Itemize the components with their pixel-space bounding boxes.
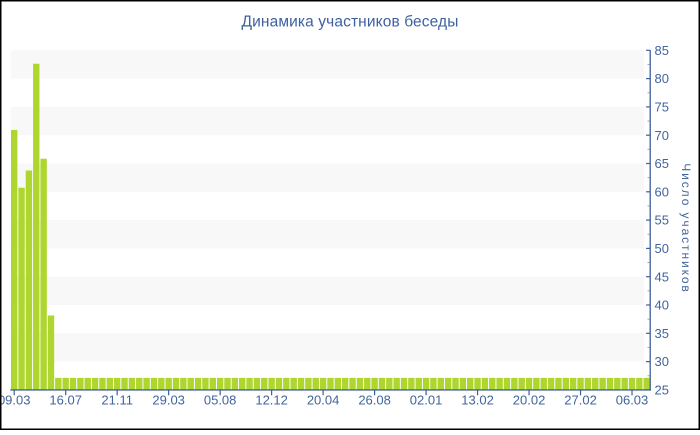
svg-text:70: 70 [655,128,669,143]
svg-text:45: 45 [655,269,669,284]
svg-text:35: 35 [655,326,669,341]
svg-text:40: 40 [655,298,669,313]
svg-text:Динамика участников беседы: Динамика участников беседы [242,14,459,31]
svg-text:12.12: 12.12 [255,392,288,407]
svg-text:60: 60 [655,184,669,199]
svg-text:06.03: 06.03 [616,392,649,407]
svg-text:05.08: 05.08 [204,392,237,407]
svg-text:13.02: 13.02 [461,392,494,407]
svg-text:26.08: 26.08 [358,392,391,407]
svg-text:29.03: 29.03 [152,392,185,407]
svg-text:16.07: 16.07 [49,392,82,407]
svg-text:20.02: 20.02 [513,392,546,407]
svg-text:21.11: 21.11 [101,392,133,407]
svg-text:09.03: 09.03 [0,392,30,407]
svg-text:30: 30 [655,354,669,369]
svg-text:20.04: 20.04 [307,392,340,407]
svg-text:55: 55 [655,213,669,228]
svg-text:80: 80 [655,71,669,86]
svg-text:25: 25 [655,383,669,398]
svg-text:50: 50 [655,241,669,256]
svg-text:65: 65 [655,156,669,171]
svg-text:75: 75 [655,100,669,115]
svg-text:85: 85 [655,43,669,58]
svg-text:02.01: 02.01 [410,392,443,407]
svg-text:Число участников: Число участников [679,163,693,293]
svg-text:27.02: 27.02 [564,392,597,407]
